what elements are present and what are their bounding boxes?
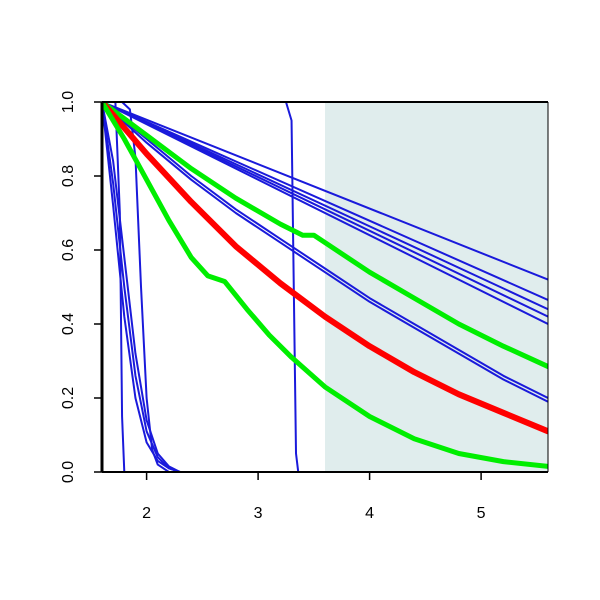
series-line-7-blue xyxy=(102,102,548,403)
x-tick-label-3: 3 xyxy=(254,505,263,522)
series-line-2-blue xyxy=(102,102,548,301)
series-line-15-red xyxy=(102,102,548,435)
series-line-5-blue xyxy=(102,102,548,325)
x-tick-label-5: 5 xyxy=(477,505,486,522)
y-tick-label-0.4: 0.4 xyxy=(60,313,77,335)
series-line-14-green xyxy=(102,102,548,370)
x-tick-label-2: 2 xyxy=(142,505,151,522)
y-tick-label-0.6: 0.6 xyxy=(60,239,77,261)
series-line-10-blue xyxy=(102,102,548,472)
series-line-3-blue xyxy=(102,102,548,311)
series-layer xyxy=(102,102,548,472)
x-tick-label-4: 4 xyxy=(365,505,374,522)
y-tick-label-1.0: 1.0 xyxy=(60,91,77,113)
y-tick-label-0.2: 0.2 xyxy=(60,387,77,409)
y-tick-label-0.8: 0.8 xyxy=(60,165,77,187)
y-tick-label-0.0: 0.0 xyxy=(60,461,77,483)
series-line-9-blue xyxy=(102,102,548,472)
series-line-4-blue xyxy=(102,102,548,318)
axis-layer: 2 3 4 5 0.0 0.2 0.4 0.6 0.8 1.0 xyxy=(60,91,549,522)
series-line-1-blue xyxy=(102,102,548,281)
series-line-6-blue xyxy=(102,102,548,399)
series-line-16-green xyxy=(102,102,548,469)
series-line-8-blue xyxy=(102,102,548,472)
series-line-13-blue xyxy=(102,102,548,472)
